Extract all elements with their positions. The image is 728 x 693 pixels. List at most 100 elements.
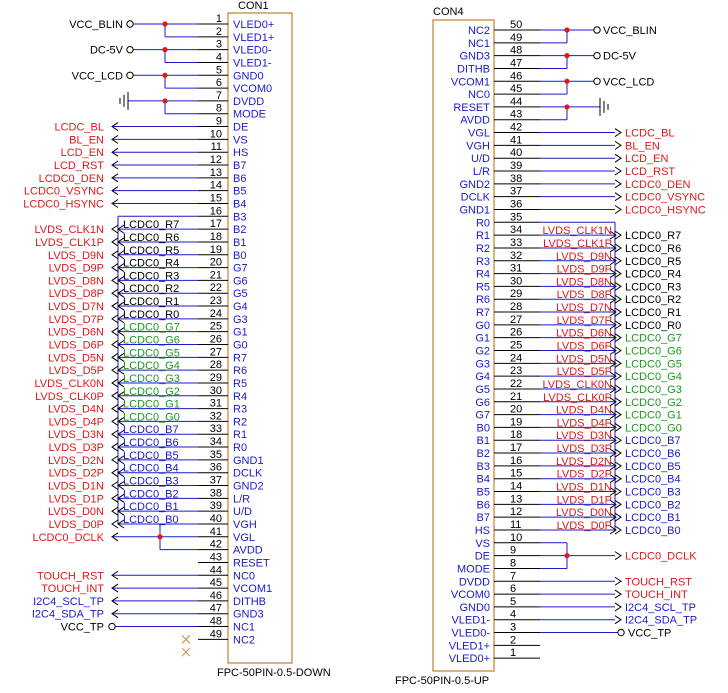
net-label: LCD_EN: [625, 153, 668, 165]
inner-net-label: LVDS_CLK1P: [543, 238, 612, 250]
con4-pin-number: 7: [510, 570, 516, 582]
con4-pin-name: L/R: [473, 166, 490, 178]
net-label-arrow-icon: [117, 378, 125, 388]
net-label-arrow-icon: [111, 481, 119, 490]
net-label-arrow-icon: [614, 589, 622, 599]
con1-pin-name: G1: [233, 327, 248, 339]
inner-net-label: LCDC0_R7: [123, 219, 179, 231]
con1-pin-name: VS: [233, 134, 248, 146]
con4-pin-name: NC0: [468, 89, 490, 101]
net-label-arrow-icon: [111, 301, 119, 311]
con4-pin-number: 44: [510, 96, 522, 108]
markers-layer: [108, 20, 625, 657]
con1-pin-name: GND3: [233, 609, 264, 621]
net-label-arrow-icon: [111, 519, 119, 529]
net-label-arrow-icon: [111, 237, 119, 247]
net-label: LVDS_D0N: [48, 506, 104, 518]
con1-pin-number: 24: [210, 308, 222, 320]
junction-dot: [564, 27, 570, 33]
net-label-arrow-icon: [117, 314, 125, 324]
con4-pin-number: 24: [510, 352, 522, 364]
net-label-arrow-icon: [614, 551, 622, 561]
con1-pin-name: G3: [233, 314, 248, 326]
net-label: I2C4_SDA_TP: [32, 609, 104, 621]
inner-net-label: LCDC0_G4: [123, 360, 180, 372]
con1-pin-number: 18: [210, 231, 222, 243]
net-label: LCDC0_G5: [625, 358, 682, 370]
con4-pin-number: 48: [510, 45, 522, 57]
inner-net-label: LVDS_D5N: [556, 353, 612, 365]
con1-pin-number: 20: [210, 257, 222, 269]
con4-pin-name: G2: [475, 346, 490, 358]
net-label: LVDS_D9P: [49, 263, 104, 275]
con4-pin-name: G6: [475, 397, 490, 409]
con1-pin-name: GND0: [233, 70, 264, 82]
inner-net-label: LVDS_D3P: [557, 443, 612, 455]
inner-net-label: LCDC0_B6: [123, 437, 179, 449]
con4-pin-number: 6: [510, 583, 516, 595]
net-label-arrow-icon: [614, 294, 622, 304]
net-label-arrow-icon: [609, 346, 617, 355]
net-label-arrow-icon: [111, 199, 119, 208]
con4-pin-name: G5: [475, 384, 490, 396]
con4-pin-name: G1: [475, 333, 490, 345]
inner-net-label: LVDS_D4N: [556, 405, 612, 417]
net-label: LCDC0_R7: [625, 230, 681, 242]
con1-pin-number: 11: [211, 141, 222, 153]
net-label: LCDC0_B0: [625, 525, 681, 537]
con1-pin-name: VCOM1: [233, 583, 272, 595]
net-label-arrow-icon: [111, 429, 119, 439]
con4-pin-number: 28: [510, 301, 522, 313]
net-label-arrow-icon: [111, 173, 119, 183]
con4-pin-number: 4: [510, 609, 516, 621]
net-label: LCDC_BL: [54, 122, 104, 134]
net-label-arrow-icon: [111, 275, 119, 285]
net-label: LCDC0_R6: [625, 243, 681, 255]
net-label: LCDC0_VSYNC: [24, 186, 104, 198]
net-label: TOUCH_INT: [625, 589, 688, 601]
net-label: LCD_RST: [54, 160, 104, 172]
net-label: LCDC0_B6: [625, 448, 681, 460]
con4-pin-name: VLED1+: [449, 640, 490, 652]
net-label-arrow-icon: [609, 269, 617, 278]
con4-pin-name: GND0: [459, 602, 490, 614]
net-label: LVDS_D0P: [49, 519, 104, 531]
con4-pin-name: VLED0+: [449, 653, 490, 665]
net-label-arrow-icon: [117, 442, 125, 452]
con4-pin-number: 16: [510, 455, 522, 467]
con1-pin-name: G7: [233, 263, 248, 275]
net-label-arrow-icon: [614, 166, 622, 176]
con4-pin-name: R0: [476, 217, 490, 229]
net-label: LCDC_BL: [625, 128, 675, 140]
net-label-arrow-icon: [609, 281, 617, 291]
net-label-arrow-icon: [117, 327, 125, 337]
power-port-icon: [108, 622, 116, 631]
net-label-arrow-icon: [111, 417, 119, 426]
power-net-label: VCC_TP: [61, 622, 104, 634]
con1-pin-name: GND2: [233, 481, 264, 493]
net-label: LCDC0_B7: [625, 435, 681, 447]
net-label: LCDC0_R1: [625, 307, 681, 319]
net-label: LVDS_D9N: [48, 250, 104, 262]
net-label-arrow-icon: [614, 346, 622, 355]
net-label-arrow-icon: [609, 294, 617, 304]
con4-pin-number: 34: [510, 224, 522, 236]
con1-pin-name: L/R: [233, 493, 250, 505]
con1-pin-name: R7: [233, 352, 247, 364]
net-label-arrow-icon: [609, 499, 617, 509]
no-connect-icon: [181, 635, 191, 644]
ground-icon: [119, 91, 129, 110]
con1-pin-name: G6: [233, 275, 248, 287]
con4-pin-number: 12: [510, 506, 522, 518]
inner-net-label: LVDS_D8N: [556, 276, 612, 288]
con1-pin-name: G4: [233, 301, 248, 313]
con4-ref: CON4: [433, 6, 464, 18]
inner-net-label: LVDS_D1N: [556, 482, 612, 494]
net-label-arrow-icon: [111, 224, 119, 234]
con4-pin-number: 32: [510, 250, 522, 262]
con1-pin-name: DVDD: [233, 96, 264, 108]
con4-pin-number: 25: [510, 340, 522, 352]
power-port-icon: [126, 45, 134, 54]
con4-pin-number: 19: [510, 416, 522, 428]
net-label-arrow-icon: [609, 371, 617, 381]
